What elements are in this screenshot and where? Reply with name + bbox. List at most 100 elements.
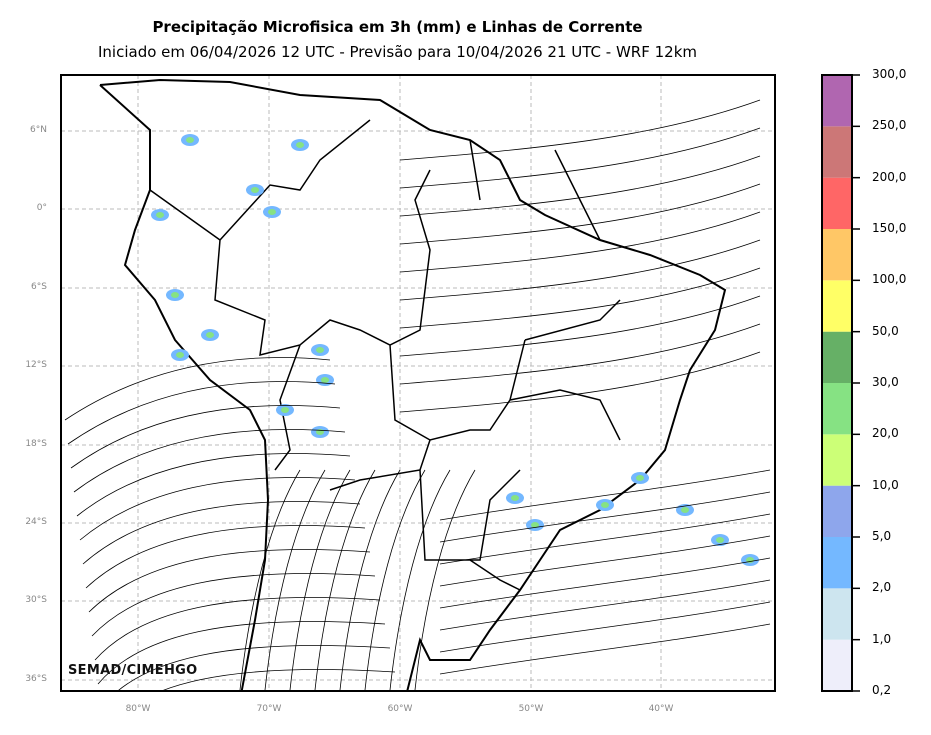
precip-core [601,502,609,508]
colorbar-label: 20,0 [872,426,899,441]
watermark: SEMAD/CIMEHGO [68,663,198,678]
streamline [399,211,761,273]
precip-core [281,407,289,413]
colorbar-label: 30,0 [872,375,899,389]
streamline [399,351,761,413]
lat-label: 30°S [25,595,47,605]
streamline [289,469,351,691]
precip-core [636,475,644,481]
streamline [399,239,761,301]
streamline [85,525,366,589]
lon-label: 70°W [256,704,282,714]
colorbar-label: 5,0 [872,529,892,543]
precip-core [206,332,214,338]
precip-core [316,347,324,353]
precip-core [156,212,164,218]
map-subtitle: Iniciado em 06/04/2026 12 UTC - Previsão… [97,43,698,61]
streamline [97,621,386,685]
streamline [439,535,771,587]
streamline [70,405,341,469]
lat-label: 18°S [25,439,47,449]
streamline [399,267,761,329]
streamline [94,597,381,661]
lat-label: 0° [36,203,47,213]
streamline [364,469,426,691]
colorbar-segment [822,177,852,229]
lon-label: 50°W [518,704,544,714]
streamline [399,127,761,189]
lat-label: 6°N [30,125,47,135]
lon-label: 80°W [125,704,151,714]
colorbar-segment [822,588,852,640]
colorbar-label: 2,0 [872,580,892,595]
streamline [79,477,356,541]
streamline [64,357,331,421]
colorbar-label: 300,0 [872,67,907,81]
map-frame [60,74,776,692]
streamline [439,557,771,609]
streamline [91,573,376,637]
colorbar-label: 250,0 [872,118,907,133]
continent-outline [99,78,727,691]
streamline [399,323,761,385]
precip-core [296,142,304,148]
streamline [414,469,476,691]
streamline [264,469,326,691]
colorbar-segment [822,639,852,691]
lat-label: 36°S [25,674,47,684]
precip-core [176,352,184,358]
streamline [399,155,761,217]
precip-core [171,292,179,298]
streamline [88,549,371,613]
streamline [67,381,336,445]
lon-label: 40°W [648,704,674,714]
map-title: Precipitação Microfisica em 3h (mm) e Li… [152,18,643,36]
lat-label: 12°S [25,360,47,370]
streamlines [64,99,771,691]
streamline [439,601,771,653]
country-borders [149,119,621,591]
streamline [82,501,361,565]
colorbar-label: 0,2 [872,683,892,697]
gridlines [61,75,775,691]
streamline [439,579,771,631]
colorbar-label: 100,0 [872,272,907,287]
streamline [76,453,351,517]
precip-core [511,495,519,501]
precip-core [251,187,259,193]
colorbar-label: 200,0 [872,169,907,184]
colorbar-segment [822,280,852,332]
precip-core [716,537,724,543]
precip-core [186,137,194,143]
streamline [439,513,771,565]
colorbar-label: 50,0 [872,323,899,338]
colorbar-segment [822,331,852,383]
streamline [439,469,771,521]
colorbar [821,74,860,692]
streamline [314,469,376,691]
colorbar-segment [822,229,852,281]
colorbar-segment [822,126,852,178]
streamline [439,623,771,675]
lon-label: 60°W [387,704,413,714]
streamline [399,295,761,357]
colorbar-segment [822,383,852,435]
streamline [399,183,761,245]
streamline [239,469,301,691]
colorbar-segment [822,434,852,486]
lat-label: 6°S [31,282,47,292]
lat-label: 24°S [25,517,47,527]
precipitation-cells [151,134,759,566]
colorbar-label: 1,0 [872,631,892,646]
streamline [73,429,346,493]
colorbar-label: 10,0 [872,477,899,492]
precip-core [321,377,329,383]
streamline [399,99,761,161]
streamline [389,469,451,691]
streamline [339,469,401,691]
streamline [160,669,396,691]
streamline [439,491,771,543]
colorbar-segment [822,75,852,127]
precip-core [531,522,539,528]
